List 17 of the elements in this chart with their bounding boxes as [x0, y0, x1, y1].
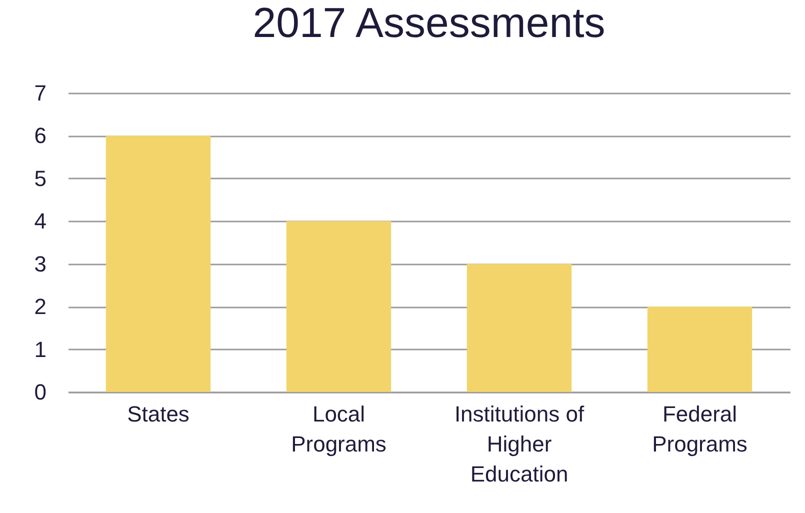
y-tick-label: 1 — [34, 336, 46, 362]
bar — [286, 221, 392, 392]
y-tick-label: 6 — [34, 123, 46, 148]
y-tick-label: 0 — [34, 380, 46, 404]
bar — [466, 264, 572, 392]
bar — [647, 306, 752, 392]
y-tick-label: 3 — [34, 251, 46, 276]
bar — [106, 136, 211, 392]
x-tick-label: Federal Programs — [652, 402, 748, 456]
y-tick-label: 4 — [34, 208, 46, 234]
x-tick-label: Institutions of Higher Education — [454, 402, 585, 486]
x-tick-label: States — [127, 402, 190, 426]
chart-title: 2017 Assessments — [252, 0, 606, 46]
y-tick-label: 7 — [34, 80, 46, 106]
x-tick-label: Local Programs — [291, 402, 386, 456]
y-tick-label: 5 — [34, 166, 46, 191]
y-tick-label: 2 — [34, 294, 46, 320]
